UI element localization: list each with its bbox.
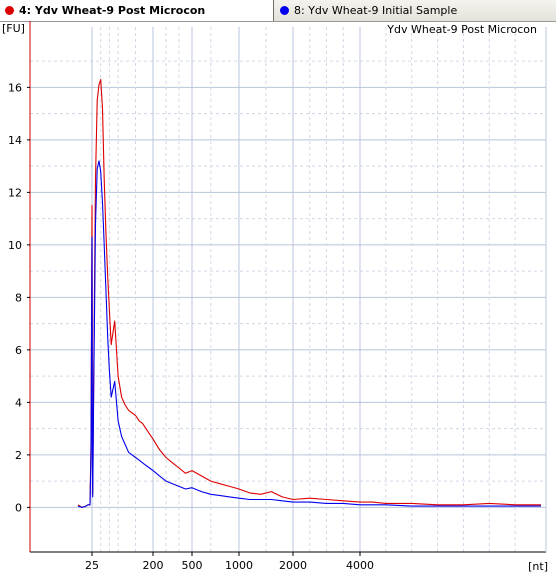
y-tick-label: 0: [15, 501, 22, 514]
tab-initial-sample[interactable]: 8: Ydv Wheat-9 Initial Sample: [275, 0, 556, 21]
y-tick-label: 12: [8, 186, 22, 199]
y-tick-label: 14: [8, 134, 22, 147]
grid: [30, 27, 546, 552]
x-tick-label: 500: [182, 559, 203, 572]
x-axis-label: [nt]: [528, 560, 548, 573]
y-tick-label: 8: [15, 291, 22, 304]
electropherogram-chart: 0 2 4 6 8 10 12 14 16 25 200 500 1000 2000 4000 [FU] Y…: [2, 21, 548, 573]
axes: 0 2 4 6 8 10 12 14 16 25 200 500 1000 2000 4000: [8, 21, 547, 572]
x-tick-label: 200: [143, 559, 164, 572]
tab-post-microcon-label: 4: Ydv Wheat-9 Post Microcon: [19, 4, 206, 17]
y-tick-label: 6: [15, 344, 22, 357]
tab-post-microcon[interactable]: 4: Ydv Wheat-9 Post Microcon: [0, 0, 274, 21]
y-tick-label: 4: [15, 396, 22, 409]
y-tick-label: 2: [15, 449, 22, 462]
x-tick-label: 4000: [346, 559, 374, 572]
y-axis-label: [FU]: [2, 22, 25, 35]
series-initial-sample-line: [77, 160, 541, 508]
y-tick-label: 16: [8, 81, 22, 94]
x-tick-label: 2000: [279, 559, 307, 572]
x-tick-label: 25: [85, 559, 99, 572]
blue-dot-icon: [280, 6, 289, 15]
series-group: [77, 78, 541, 508]
chart-title: Ydv Wheat-9 Post Microcon: [386, 23, 537, 36]
y-tick-label: 10: [8, 239, 22, 252]
x-tick-label: 1000: [225, 559, 253, 572]
red-dot-icon: [5, 6, 14, 15]
tab-initial-sample-label: 8: Ydv Wheat-9 Initial Sample: [294, 4, 458, 17]
tab-bar: 4: Ydv Wheat-9 Post Microcon 8: Ydv Whea…: [0, 0, 556, 22]
